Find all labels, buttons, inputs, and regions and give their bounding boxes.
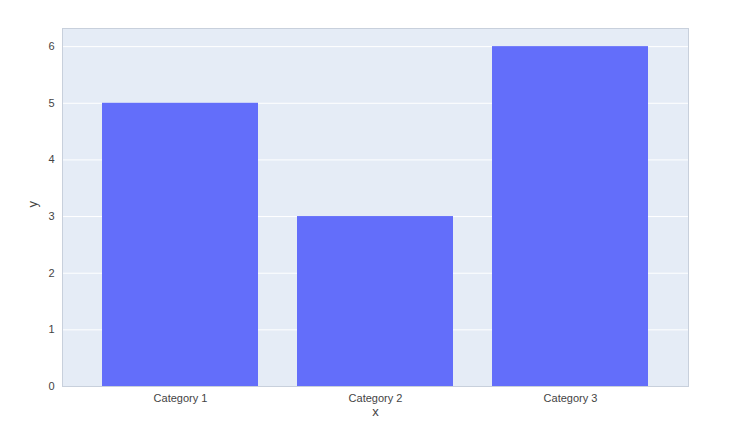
- svg-text:0: 0: [48, 380, 54, 392]
- svg-text:4: 4: [48, 153, 54, 165]
- svg-text:5: 5: [48, 97, 54, 109]
- svg-text:Category 3: Category 3: [544, 392, 598, 404]
- svg-text:Category 2: Category 2: [349, 392, 403, 404]
- svg-text:1: 1: [48, 323, 54, 335]
- svg-text:2: 2: [48, 267, 54, 279]
- svg-text:Category 1: Category 1: [154, 392, 208, 404]
- svg-text:y: y: [25, 201, 40, 208]
- svg-text:6: 6: [48, 40, 54, 52]
- svg-text:x: x: [372, 404, 379, 419]
- svg-text:3: 3: [48, 210, 54, 222]
